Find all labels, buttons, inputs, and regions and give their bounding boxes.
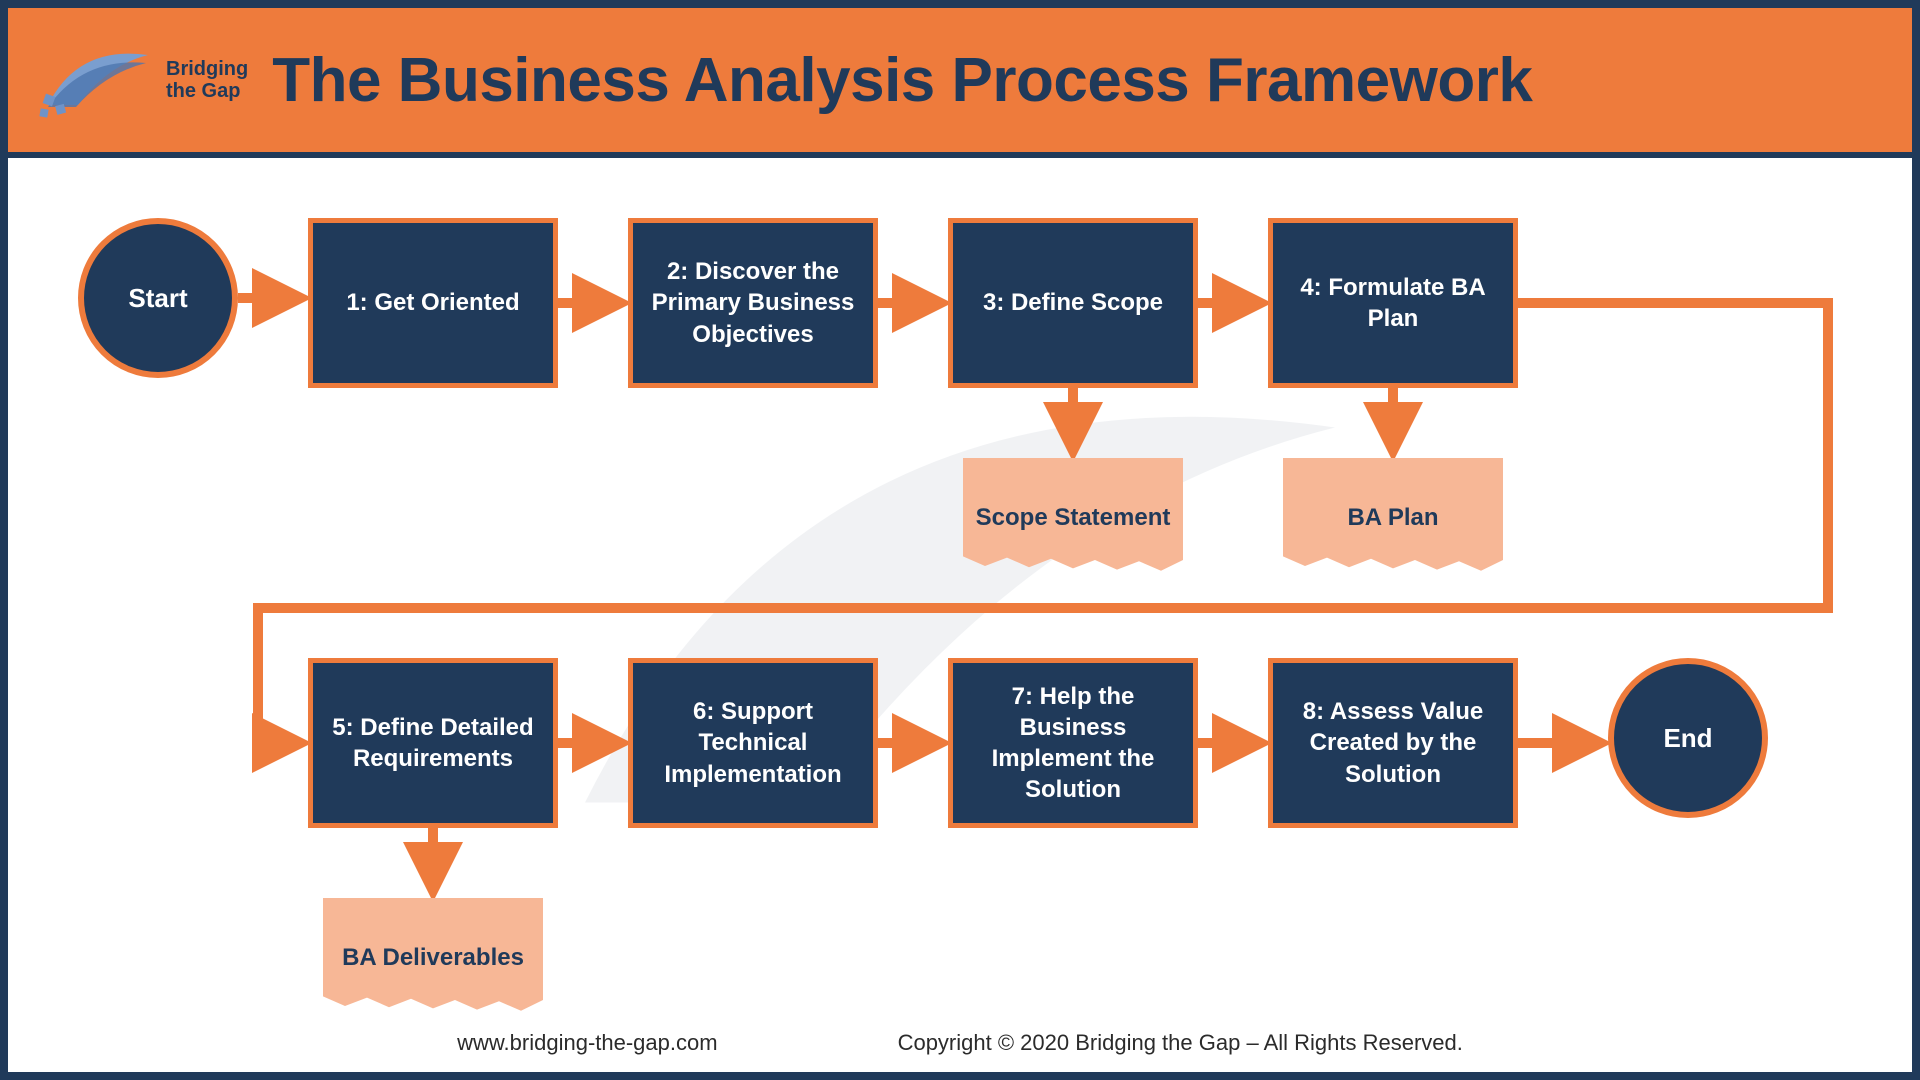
step-s6: 6: Support Technical Implementation [628, 658, 878, 828]
header-bar: Bridging the Gap The Business Analysis P… [8, 8, 1912, 158]
doc-d5: BA Deliverables [323, 898, 543, 1018]
logo-text: Bridging the Gap [166, 58, 248, 102]
doc-d3: Scope Statement [963, 458, 1183, 578]
footer: www.bridging-the-gap.com Copyright © 202… [8, 1030, 1912, 1056]
page-title: The Business Analysis Process Framework [272, 45, 1532, 116]
terminal-start: Start [78, 218, 238, 378]
step-s2: 2: Discover the Primary Business Objecti… [628, 218, 878, 388]
flowchart-canvas: Start 1: Get Oriented 2: Discover the Prim… [8, 158, 1912, 1072]
step-s7: 7: Help the Business Implement the Solut… [948, 658, 1198, 828]
logo-swirl-icon [38, 35, 158, 125]
step-s5: 5: Define Detailed Requirements [308, 658, 558, 828]
footer-copyright: Copyright © 2020 Bridging the Gap – All … [898, 1030, 1463, 1056]
step-s8: 8: Assess Value Created by the Solution [1268, 658, 1518, 828]
doc-d4: BA Plan [1283, 458, 1503, 578]
step-s3: 3: Define Scope [948, 218, 1198, 388]
terminal-end: End [1608, 658, 1768, 818]
logo: Bridging the Gap [38, 35, 248, 125]
logo-line-1: Bridging [166, 58, 248, 80]
step-s4: 4: Formulate BA Plan [1268, 218, 1518, 388]
diagram-frame: Bridging the Gap The Business Analysis P… [0, 0, 1920, 1080]
step-s1: 1: Get Oriented [308, 218, 558, 388]
footer-url: www.bridging-the-gap.com [457, 1030, 717, 1056]
logo-line-2: the Gap [166, 80, 248, 102]
